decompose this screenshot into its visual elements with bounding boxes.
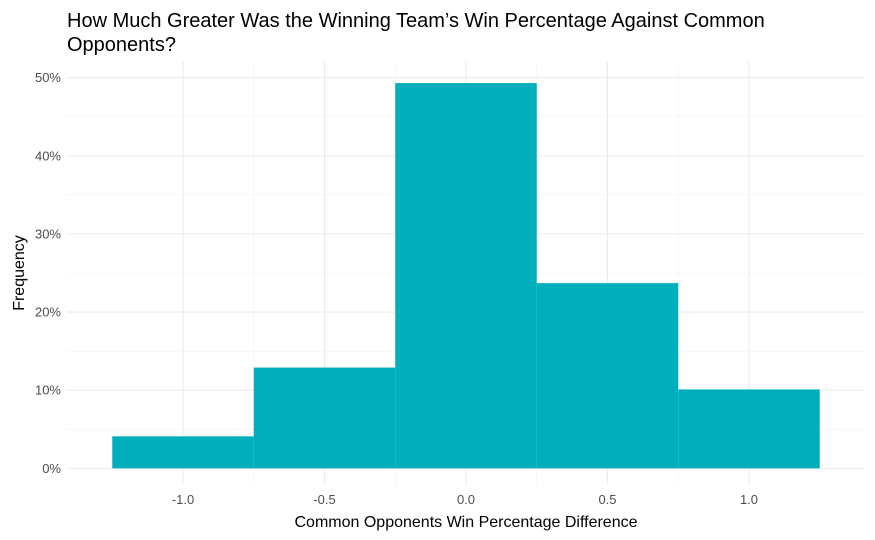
y-tick-label: 40% (35, 148, 61, 163)
x-tick-label: -1.0 (172, 492, 194, 507)
x-tick-label: 0.5 (598, 492, 616, 507)
y-tick-label: 10% (35, 383, 61, 398)
histogram-bar (678, 389, 820, 469)
y-tick-label: 50% (35, 70, 61, 85)
y-axis-title: Frequency (11, 235, 28, 311)
x-axis-ticks: -1.0 -0.5 0.0 0.5 1.0 (172, 492, 758, 507)
histogram-bar (395, 83, 537, 469)
histogram-bar (536, 283, 679, 469)
chart-title: How Much Greater Was the Winning Team’s … (67, 10, 765, 56)
y-tick-label: 0% (42, 461, 61, 476)
x-tick-label: 0.0 (457, 492, 475, 507)
histogram-bars (112, 83, 820, 469)
y-axis-ticks: 0% 10% 20% 30% 40% 50% (35, 70, 61, 476)
y-tick-label: 30% (35, 226, 61, 241)
y-tick-label: 20% (35, 305, 61, 320)
x-tick-label: -0.5 (313, 492, 335, 507)
histogram-bar (253, 367, 396, 469)
x-axis-title: Common Opponents Win Percentage Differen… (295, 514, 638, 531)
x-tick-label: 1.0 (740, 492, 758, 507)
histogram-bar (112, 436, 254, 469)
